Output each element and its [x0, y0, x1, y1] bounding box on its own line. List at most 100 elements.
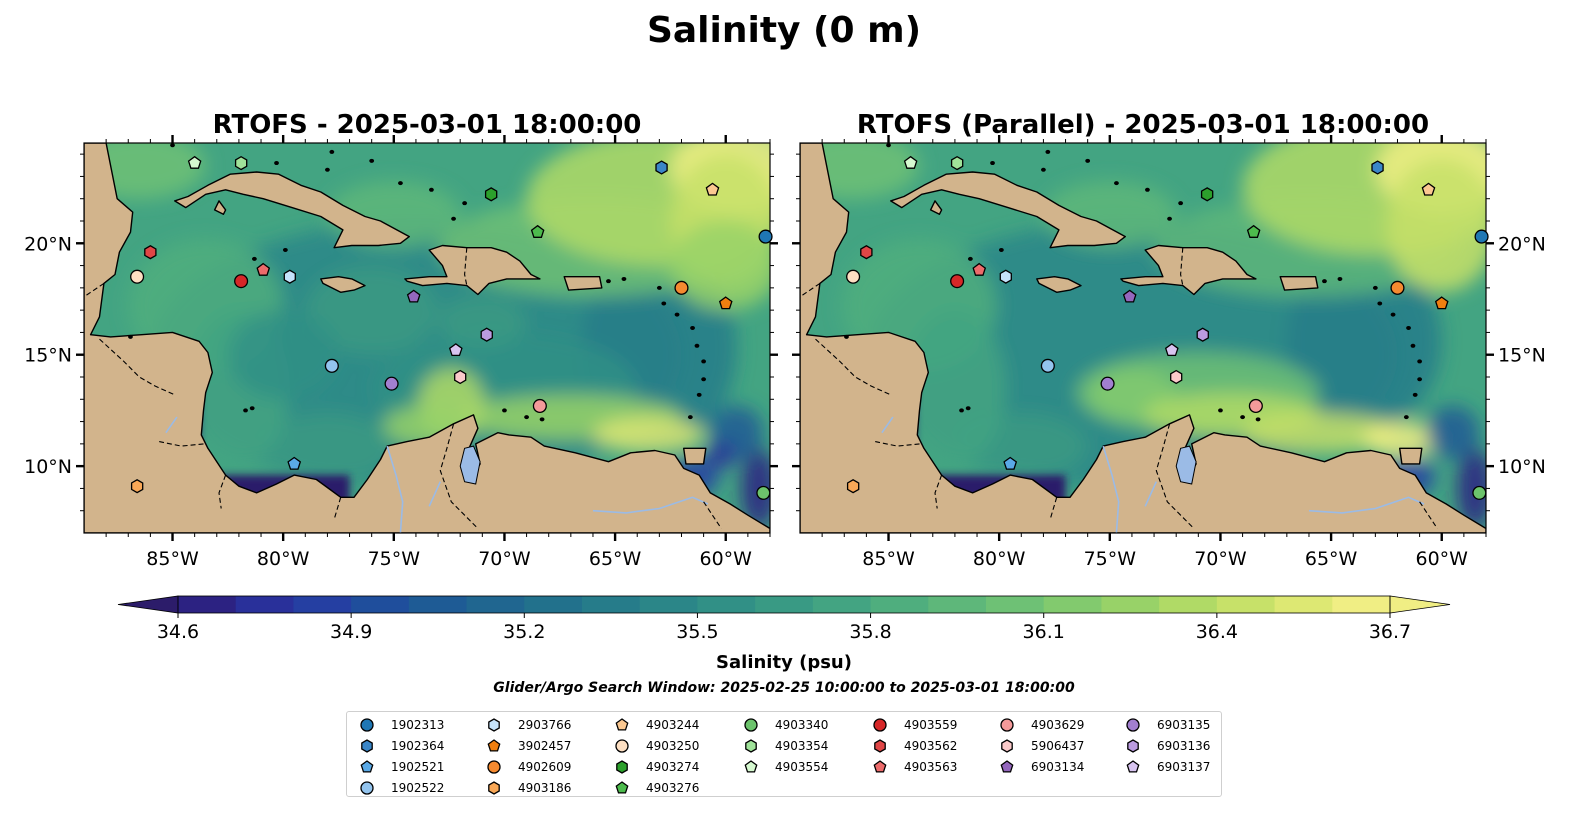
salinity-patch — [1426, 405, 1480, 460]
legend-marker-shape — [874, 738, 886, 753]
country-border — [703, 501, 722, 529]
legend-marker-icon — [361, 738, 373, 753]
legend-label: 6903134 — [1031, 759, 1085, 774]
float-marker-4903559 — [234, 274, 249, 289]
colorbar-tick-label: 36.1 — [1023, 621, 1065, 643]
colorbar-segment — [351, 596, 410, 613]
small-island — [998, 247, 1004, 252]
figure-title: Salinity (0 m) — [647, 10, 921, 51]
legend-marker-shape — [488, 717, 500, 732]
legend-marker-shape — [873, 759, 887, 773]
map-frame — [799, 142, 1487, 534]
legend-label: 5906437 — [1031, 738, 1085, 753]
colorbar-segment — [1274, 596, 1333, 613]
float-marker-1902364 — [1371, 160, 1384, 175]
colorbar-segment — [293, 596, 352, 613]
search-window-note: Glider/Argo Search Window: 2025-02-25 10… — [493, 680, 1075, 696]
float-marker-4903554 — [903, 155, 918, 169]
legend-entry-6903134: 6903134 — [999, 756, 1084, 777]
small-island — [325, 167, 330, 172]
legend-entry-4903250: 4903250 — [614, 735, 699, 756]
float-marker-4903274 — [484, 187, 498, 202]
legend-label: 3902457 — [518, 738, 572, 753]
float-marker-6903136 — [1196, 327, 1209, 342]
colorbar-tick-label: 34.6 — [157, 621, 199, 643]
float-marker-6903134 — [406, 289, 421, 303]
float-marker-4903340 — [1472, 485, 1487, 500]
small-island — [965, 406, 971, 411]
colorbar-extend-low — [117, 595, 179, 614]
float-marker-4903276 — [1246, 224, 1261, 238]
legend-marker-shape — [744, 717, 758, 732]
legend-label: 1902313 — [391, 717, 445, 732]
lon-tick-label: 85°W — [146, 548, 199, 570]
lon-tick-label: 75°W — [1084, 548, 1137, 570]
lon-tick-label: 85°W — [862, 548, 915, 570]
small-island — [524, 415, 529, 420]
land — [929, 200, 943, 215]
river — [881, 416, 894, 434]
legend-label: 4903559 — [904, 717, 958, 732]
salinity-patch — [1286, 252, 1442, 431]
land — [683, 447, 707, 465]
legend-entry-4903274: 4903274 — [614, 756, 699, 777]
legend-marker-icon — [1000, 717, 1014, 732]
small-island — [398, 181, 403, 186]
float-marker-5906437 — [454, 369, 467, 385]
river — [165, 416, 178, 434]
lon-tick-label: 70°W — [1194, 548, 1247, 570]
land — [563, 276, 603, 291]
colorbar-segment — [870, 596, 929, 613]
legend-marker-shape — [744, 759, 758, 773]
small-island — [1390, 312, 1396, 317]
legend-label: 4903554 — [775, 759, 829, 774]
float-marker-6903137 — [1164, 343, 1179, 357]
map-panel-rtofs-parallel: RTOFS (Parallel) - 2025-03-01 18:00:00 8… — [792, 110, 1546, 570]
small-island — [701, 359, 707, 364]
lon-tick-label: 65°W — [1305, 548, 1358, 570]
float-marker-3902457 — [718, 296, 733, 310]
legend-marker-icon — [873, 717, 887, 732]
float-marker-4903354 — [950, 155, 964, 171]
float-marker-5906437 — [1170, 369, 1183, 385]
lat-tick-label: 20°N — [24, 233, 72, 255]
colorbar-segment — [1101, 596, 1160, 613]
small-island — [1417, 359, 1423, 364]
float-marker-4903562 — [144, 245, 157, 260]
lon-tick-label: 80°W — [257, 548, 310, 570]
legend-label: 2903766 — [518, 717, 572, 732]
land — [800, 143, 1486, 533]
country-border — [800, 282, 821, 298]
land — [1279, 276, 1319, 291]
small-island — [694, 343, 700, 348]
float-marker-6903135 — [384, 376, 399, 391]
lon-tick-label: 65°W — [589, 548, 642, 570]
colorbar-extend-high — [1389, 595, 1451, 614]
legend-marker-icon — [744, 759, 758, 773]
small-island — [282, 247, 288, 252]
country-border — [1419, 501, 1438, 529]
float-marker-4903563 — [256, 262, 271, 276]
small-island — [959, 408, 964, 413]
legend-marker-icon — [874, 738, 886, 753]
small-island — [1412, 392, 1418, 397]
small-island — [1377, 301, 1383, 306]
colorbar-segment — [928, 596, 987, 613]
float-marker-2903766 — [283, 269, 296, 284]
legend-entry-6903137: 6903137 — [1125, 756, 1210, 777]
legend-marker-icon — [360, 780, 374, 795]
legend-marker-icon — [1001, 738, 1013, 753]
land — [1399, 447, 1423, 465]
lake — [1175, 445, 1197, 485]
colorbar-segment — [408, 596, 468, 613]
legend-marker-shape — [360, 780, 374, 795]
legend-marker-shape — [616, 759, 628, 774]
small-island — [1178, 201, 1184, 206]
colorbar-segment — [1043, 596, 1103, 613]
lon-tick-label: 60°W — [1416, 548, 1469, 570]
float-marker-1902313 — [1474, 229, 1489, 244]
float-marker-4903244 — [705, 182, 720, 196]
float-marker-4903250 — [846, 269, 861, 284]
map-frame — [83, 142, 771, 534]
